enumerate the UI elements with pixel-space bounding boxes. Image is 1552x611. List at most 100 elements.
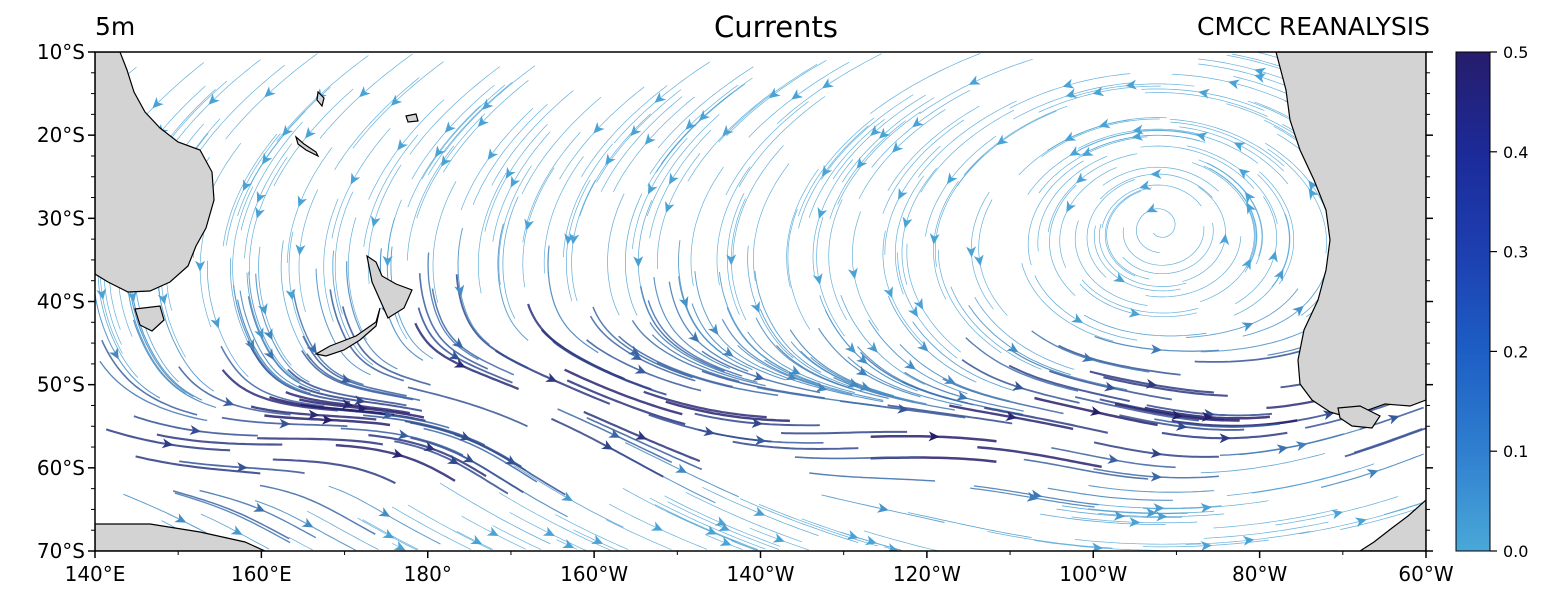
lon-tick-label: 80°W xyxy=(1232,562,1287,586)
streamline xyxy=(99,360,208,422)
flow-arrow xyxy=(282,124,294,137)
flow-arrow xyxy=(1354,517,1367,528)
lon-tick-label: 120°W xyxy=(893,562,961,586)
streamline xyxy=(239,290,307,391)
flow-arrow xyxy=(791,89,804,100)
streamline xyxy=(730,540,757,551)
flow-arrow xyxy=(1012,380,1025,391)
streamline xyxy=(439,482,551,545)
flow-arrow xyxy=(685,118,697,130)
streamline xyxy=(1194,344,1320,363)
flow-arrow xyxy=(1091,542,1103,551)
streamline xyxy=(1104,187,1152,277)
flow-arrow xyxy=(956,390,969,401)
flow-arrow xyxy=(459,431,472,441)
flow-arrow xyxy=(1254,73,1267,84)
streamline xyxy=(1209,167,1258,273)
lat-tick-label: 40°S xyxy=(37,290,85,314)
streamline xyxy=(472,104,548,205)
streamline xyxy=(491,90,574,186)
flow-arrow xyxy=(897,403,909,414)
land-antarctica-west xyxy=(95,523,266,551)
flow-arrow xyxy=(855,365,868,376)
streamline xyxy=(933,180,959,300)
flow-arrow xyxy=(856,353,868,365)
flow-arrow xyxy=(1219,233,1230,246)
lat-tick-label: 20°S xyxy=(37,123,85,147)
flow-arrow xyxy=(644,133,656,145)
streamline xyxy=(477,172,507,294)
flow-arrow xyxy=(752,371,765,381)
streamline xyxy=(667,501,780,550)
flow-arrow xyxy=(453,358,466,368)
streamline xyxy=(858,109,946,200)
streamline xyxy=(334,77,420,170)
streamline xyxy=(1047,117,1167,151)
streamline xyxy=(592,306,693,379)
streamline xyxy=(442,80,529,173)
streamline xyxy=(632,137,688,249)
flow-arrow xyxy=(482,98,494,110)
streamline xyxy=(269,396,395,417)
streamline xyxy=(1353,427,1423,454)
streamline xyxy=(1140,145,1255,189)
flow-arrow xyxy=(822,78,834,89)
streamline xyxy=(612,96,695,193)
streamline xyxy=(130,292,194,398)
flow-arrow xyxy=(917,340,929,352)
streamline xyxy=(1040,513,1166,525)
lat-tick-label: 10°S xyxy=(37,40,85,64)
streamline xyxy=(897,252,958,359)
flow-arrow xyxy=(866,341,878,353)
streamline xyxy=(222,133,278,247)
streamline xyxy=(1031,330,1150,373)
streamline xyxy=(1259,171,1295,285)
flow-arrow xyxy=(462,453,475,463)
streamline xyxy=(427,252,479,361)
flow-arrow xyxy=(393,540,406,551)
flow-arrow xyxy=(356,402,368,413)
streamline xyxy=(665,400,790,423)
flow-arrow xyxy=(1150,448,1163,459)
flow-arrow xyxy=(751,418,763,429)
streamline xyxy=(739,498,859,543)
flow-arrow xyxy=(1238,168,1251,180)
flow-arrow xyxy=(698,109,711,121)
streamline xyxy=(254,500,357,551)
flow-arrow xyxy=(859,381,872,391)
streamline xyxy=(170,59,261,149)
streamline xyxy=(678,240,722,353)
streamline xyxy=(1154,418,1280,428)
flow-arrow xyxy=(878,127,891,139)
streamline xyxy=(1027,160,1084,266)
flow-arrow xyxy=(1092,86,1105,97)
streamline xyxy=(1086,179,1136,278)
streamline xyxy=(787,208,811,330)
streamline xyxy=(259,484,376,535)
streamline xyxy=(272,458,396,485)
flow-arrow xyxy=(1146,507,1158,518)
streamline xyxy=(586,417,703,471)
streamline xyxy=(797,117,875,217)
streamline xyxy=(899,344,1011,402)
streamline xyxy=(1383,502,1423,515)
flow-arrow xyxy=(157,292,168,305)
flow-arrow xyxy=(601,440,614,450)
streamline xyxy=(1102,166,1219,192)
streamline xyxy=(331,128,391,239)
streamline xyxy=(738,96,826,188)
streamline xyxy=(411,84,495,180)
flow-arrow xyxy=(1366,469,1379,479)
streamline xyxy=(904,371,1024,412)
streamline xyxy=(363,134,419,247)
lat-axis: 10°S 20°S 30°S 40°S 50°S 60°S 70°S xyxy=(37,40,1433,563)
flow-arrow xyxy=(907,305,918,318)
flow-arrow xyxy=(174,513,187,523)
flow-arrow xyxy=(1128,307,1141,318)
streamline xyxy=(346,261,398,370)
flow-arrow xyxy=(630,350,643,361)
streamline xyxy=(409,66,500,155)
flow-arrow xyxy=(339,373,352,383)
streamline xyxy=(625,193,643,316)
